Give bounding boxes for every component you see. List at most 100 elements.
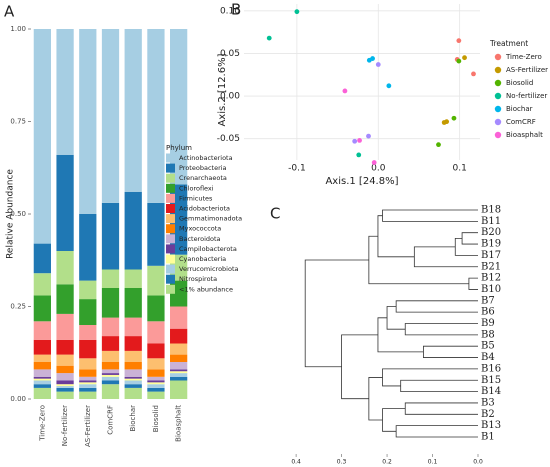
x-tick-label: 0.1 [428,459,438,466]
y-axis-label: Relative Abundance [6,169,16,259]
legend-marker [494,53,502,61]
bar-segment [147,343,165,359]
legend-swatch [166,183,175,193]
bar-segment [33,243,51,274]
bar-segment [101,269,120,288]
bar-segment [79,29,97,214]
bar-segment [170,328,188,344]
point [357,137,362,143]
leaf-label: B14 [481,386,501,397]
branch [395,425,478,438]
bar-segment [124,191,142,270]
bar-segment [124,384,142,388]
bar-segment [56,29,74,155]
bar-segment [170,373,188,377]
y-tick-label: 0.75 [10,118,26,126]
bar-segment [147,29,165,203]
x-tick-label: 0.0 [473,459,483,466]
legend-label: Time-Zero [505,53,542,61]
bar-segment [56,354,74,366]
y-tick-label: 0.05 [220,49,240,59]
bar-segment [79,384,97,388]
legend-label: Gemmatimonadota [179,215,242,223]
bar-segment [56,386,74,388]
legend-label: Verrucomicrobiota [179,265,239,273]
legend-swatch [166,274,175,284]
bar-segment [124,380,142,385]
point [451,115,457,121]
point [456,38,462,44]
legend-swatch [166,214,175,224]
leaf-label: B20 [481,227,501,238]
leaf-label: B8 [481,329,495,340]
legend-swatch [166,173,175,183]
bar-segment [101,373,120,375]
bar-segment [56,313,74,340]
bar-segment [101,336,120,351]
point [456,58,462,64]
legend-label: Nitrospirota [179,275,217,283]
bar-segment [33,362,51,370]
x-tick-label: 0.0 [371,164,386,174]
leaf-label: B9 [481,318,495,329]
legend-label: ComCRF [506,118,536,126]
bar-segment [147,265,165,296]
bar-segment [33,339,51,355]
bar-segment [101,369,120,374]
bar-segment [170,376,188,381]
bar-segment [101,29,120,203]
bar-segment [79,391,97,399]
bar-segment [79,299,97,325]
bar-segment [79,369,97,377]
branch [304,259,369,368]
x-tick-label: AS-Fertilizer [84,405,92,447]
bar-segment [33,295,51,322]
bar-segment [170,380,188,399]
legend-label: No-fertilizer [506,92,547,100]
legend-marker [494,92,502,100]
legend-swatch [166,254,175,264]
bar-segment [124,29,142,192]
leaf-label: B4 [481,352,495,363]
legend-label: Crenarchaeota [179,174,227,182]
x-tick-label: Biochar [129,405,137,432]
branch [454,237,478,256]
legend-label: Bacteroidota [179,235,221,243]
legend-marker [494,131,502,139]
legend-label: Proteobacteria [179,164,227,172]
bar-segment [56,339,74,355]
point [356,152,362,158]
branch [395,300,478,313]
bar-segment [147,384,165,388]
bar-segment [124,336,142,351]
bar-segment [124,378,142,381]
legend-swatch [166,234,175,244]
legend-swatch [166,224,175,234]
leaf-label: B5 [481,341,495,352]
bar-segment [56,391,74,399]
legend-label: AS-Fertilizer [506,66,548,74]
leaf-label: B2 [481,409,495,420]
plot-area [244,4,480,160]
x-axis-label: Axis.1 [24.8%] [325,176,398,187]
leaf-label: B12 [481,273,501,284]
bar-segment [79,382,97,385]
bar-segment [56,284,74,314]
bar-segment [101,350,120,362]
legend-swatch [166,193,175,203]
point [342,88,348,94]
bar-segment [79,214,97,281]
x-tick-label: 0.3 [337,459,347,466]
leaf-label: B16 [481,363,501,374]
bar-segment [56,251,74,285]
panel-label: C [270,205,280,223]
bar-segment [33,378,51,381]
y-axis-label: Axis.2 [12.6%] [217,53,228,126]
bar-segment [56,387,74,392]
point [386,83,392,89]
legend-marker [494,79,502,87]
bar-segment [147,369,165,377]
leaf-label: B1 [481,432,495,443]
branch [468,277,478,290]
